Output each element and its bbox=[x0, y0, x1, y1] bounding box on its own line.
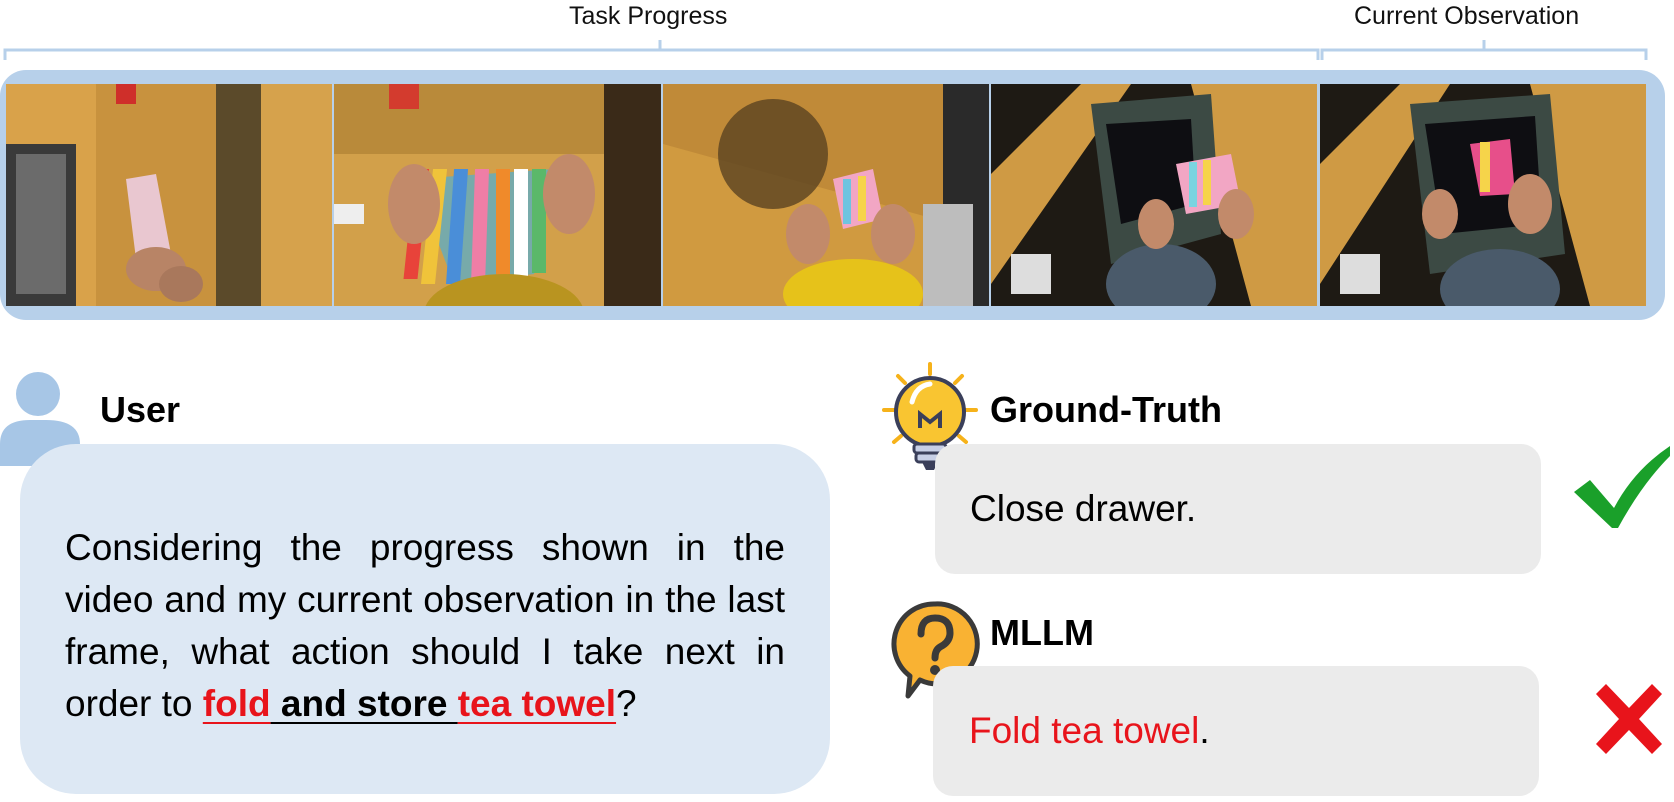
user-question-bubble: Considering the progress shown in the vi… bbox=[20, 444, 830, 794]
mllm-answer-period: . bbox=[1199, 710, 1210, 751]
user-question-text: Considering the progress shown in the vi… bbox=[65, 522, 785, 730]
highlight-tea-towel: tea towel bbox=[457, 683, 617, 724]
video-frame-1 bbox=[6, 84, 332, 306]
lightbulb-icon bbox=[882, 362, 978, 470]
highlight-fold: fold bbox=[202, 683, 271, 724]
cross-icon bbox=[1596, 684, 1662, 754]
mllm-label: MLLM bbox=[990, 612, 1094, 653]
mllm-answer-wrong: Fold tea towel bbox=[969, 710, 1200, 751]
task-progress-brace bbox=[3, 40, 1320, 60]
current-observation-label: Current Observation bbox=[1354, 2, 1580, 30]
highlight-and-store: and store bbox=[270, 683, 458, 724]
question-suffix: ? bbox=[616, 683, 637, 724]
task-progress-label: Task Progress bbox=[569, 2, 728, 30]
mllm-answer-box: Fold tea towel. bbox=[933, 666, 1539, 796]
checkmark-icon bbox=[1574, 446, 1670, 528]
video-frame-strip bbox=[0, 70, 1665, 320]
question-prefix: Considering the progress shown in the vi… bbox=[65, 527, 785, 724]
video-frame-4 bbox=[991, 84, 1317, 306]
user-label: User bbox=[100, 389, 181, 430]
mllm-answer-text: Fold tea towel. bbox=[969, 710, 1210, 752]
ground-truth-answer: Close drawer. bbox=[970, 488, 1197, 529]
current-observation-brace bbox=[1320, 40, 1648, 60]
ground-truth-label: Ground-Truth bbox=[990, 389, 1222, 430]
video-frame-5 bbox=[1320, 84, 1646, 306]
header-braces bbox=[3, 40, 1648, 60]
video-frame-2 bbox=[334, 84, 661, 306]
ground-truth-answer-box: Close drawer. bbox=[935, 444, 1541, 574]
video-frame-3 bbox=[663, 84, 989, 306]
